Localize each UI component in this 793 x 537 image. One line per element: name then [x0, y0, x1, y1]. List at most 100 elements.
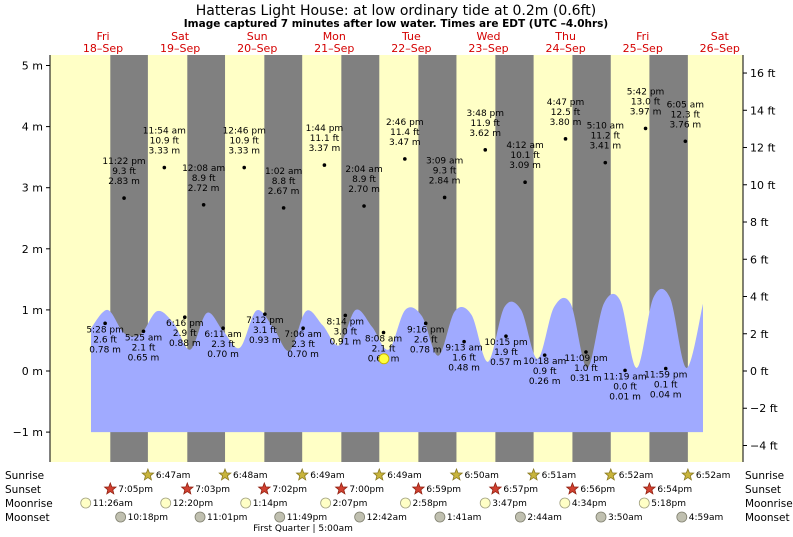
extreme-point [242, 165, 247, 170]
extreme-markers: 5:28 pm2.6 ft0.78 m11:22 pm9.3 ft2.83 m5… [86, 87, 704, 402]
extreme-m-label: 0.31 m [570, 374, 602, 384]
right-tick-label: 6 ft [750, 253, 769, 266]
extreme-m-label: 0.04 m [650, 391, 682, 401]
day-name-label: Mon [323, 30, 346, 43]
extreme-m-label: 3.41 m [589, 142, 621, 152]
extreme-ft-label: 3.0 ft [333, 327, 357, 337]
extreme-time-label: 12:08 am [182, 164, 225, 174]
extreme-time-label: 2:04 am [345, 165, 382, 175]
extreme-time-label: 6:11 am [204, 330, 241, 340]
extreme-m-label: 3.33 m [228, 147, 260, 157]
extreme-ft-label: 2.3 ft [211, 340, 235, 350]
extreme-point [322, 163, 327, 167]
right-tick-label: 4 ft [750, 291, 769, 304]
extreme-point [141, 329, 146, 334]
extreme-ft-label: 2.9 ft [173, 329, 197, 339]
extreme-point [162, 165, 167, 170]
moonrise-circle-icon [320, 497, 332, 509]
extreme-point [301, 326, 305, 331]
left-tick-label: −1 m [13, 426, 43, 439]
moonset-circle-icon [514, 511, 526, 523]
extreme-m-label: 0.70 m [287, 350, 319, 360]
moonset-time: 11:49pm [287, 513, 327, 523]
right-tick-label: −4 ft [750, 439, 778, 452]
moonrise-circle-icon [400, 497, 411, 509]
extreme-m-label: 0.88 m [169, 339, 201, 349]
extreme-point [103, 321, 107, 326]
chart-subtitle: Image captured 7 minutes after low water… [184, 18, 608, 30]
day-date-label: 20–Sep [237, 42, 277, 55]
chart-title: Hatteras Light House: at low ordinary ti… [196, 3, 596, 19]
sunset-time: 6:59pm [426, 485, 461, 495]
sunset-star-icon [488, 481, 503, 495]
extreme-ft-label: 9.3 ft [112, 167, 136, 177]
astronomy-rows: Sunrise Sunrise Sunset Sunset Moonrise Moonri… [5, 467, 793, 534]
sunrise-star-icon [681, 467, 695, 481]
extreme-point [201, 203, 206, 207]
moonrise-time: 5:18pm [651, 499, 686, 509]
sunrise-time: 6:50am [464, 471, 499, 481]
sunrise-time: 6:51am [542, 471, 577, 481]
extreme-ft-label: 8.8 ft [272, 177, 296, 187]
extreme-point [182, 315, 187, 320]
tide-curve [91, 288, 703, 433]
extreme-time-label: 7:12 pm [246, 316, 284, 326]
extreme-time-label: 9:16 pm [407, 325, 445, 335]
moonrise-circle-icon [479, 497, 491, 509]
moonrise-circle-icon [80, 497, 92, 509]
extreme-ft-label: 13.0 ft [631, 97, 661, 107]
extreme-time-label: 3:48 pm [466, 109, 504, 119]
moonset-row-label-left: Moonset [5, 512, 50, 524]
moonrise-circle-icon [160, 497, 172, 509]
extreme-ft-label: 8.9 ft [192, 174, 216, 184]
moonrise-row-label-left: Moonrise [5, 498, 53, 510]
extreme-time-label: 8:14 pm [327, 317, 365, 327]
moonset-time: 4:59am [689, 513, 724, 523]
extreme-point [221, 326, 225, 331]
sunset-time: 6:56pm [580, 485, 615, 495]
sunrise-star-icon [218, 467, 232, 481]
extreme-point [663, 366, 668, 371]
sunset-row-label-right: Sunset [745, 484, 781, 496]
day-date-label: 21–Sep [314, 42, 354, 55]
moonset-circle-icon [354, 511, 366, 523]
extreme-ft-label: 11.2 ft [591, 132, 621, 142]
extreme-point [683, 139, 688, 144]
moonrise-circle-icon [240, 497, 252, 509]
extreme-m-label: 2.84 m [429, 176, 461, 186]
extreme-time-label: 11:09 pm [564, 354, 607, 364]
sunset-star-icon [565, 481, 580, 495]
sunset-star-icon [180, 481, 195, 495]
sunrise-time: 6:52am [696, 471, 731, 481]
day-name-label: Sat [711, 30, 730, 43]
extreme-time-label: 5:10 am [587, 122, 624, 132]
extreme-time-label: 4:12 am [506, 141, 543, 151]
right-tick-label: 14 ft [750, 104, 776, 117]
sunrise-time: 6:49am [310, 471, 345, 481]
right-tick-label: 10 ft [750, 179, 776, 192]
extreme-time-label: 1:44 pm [306, 124, 344, 134]
extreme-m-label: 0.93 m [249, 336, 281, 346]
extreme-ft-label: 3.1 ft [253, 326, 277, 336]
extreme-ft-label: 11.4 ft [390, 128, 420, 138]
extreme-point [563, 137, 568, 141]
sunset-star-icon [642, 481, 657, 495]
extreme-time-label: 11:19 am [604, 372, 647, 382]
sunset-row-label-left: Sunset [5, 484, 41, 496]
axes: −1 m 0 m 1 m 2 m 3 m 4 m 5 m −4 ft −2 ft 0 ft 2 ft… [13, 55, 778, 462]
sunrise-star-icon [141, 467, 155, 481]
extreme-time-label: 11:59 pm [644, 371, 687, 381]
day-name-label: Tue [401, 30, 421, 43]
extreme-point [584, 350, 588, 354]
extreme-m-label: 2.72 m [188, 184, 220, 194]
right-tick-label: 8 ft [750, 216, 769, 229]
extreme-point [281, 206, 286, 210]
day-date-label: 23–Sep [468, 42, 508, 55]
extreme-m-label: 0.26 m [529, 377, 561, 387]
extreme-point [623, 368, 627, 373]
extreme-point [263, 312, 267, 316]
extreme-time-label: 4:47 pm [547, 98, 585, 108]
extreme-ft-label: 0.0 ft [613, 382, 637, 392]
extreme-time-label: 5:28 pm [86, 325, 124, 335]
sunrise-time: 6:47am [156, 471, 191, 481]
